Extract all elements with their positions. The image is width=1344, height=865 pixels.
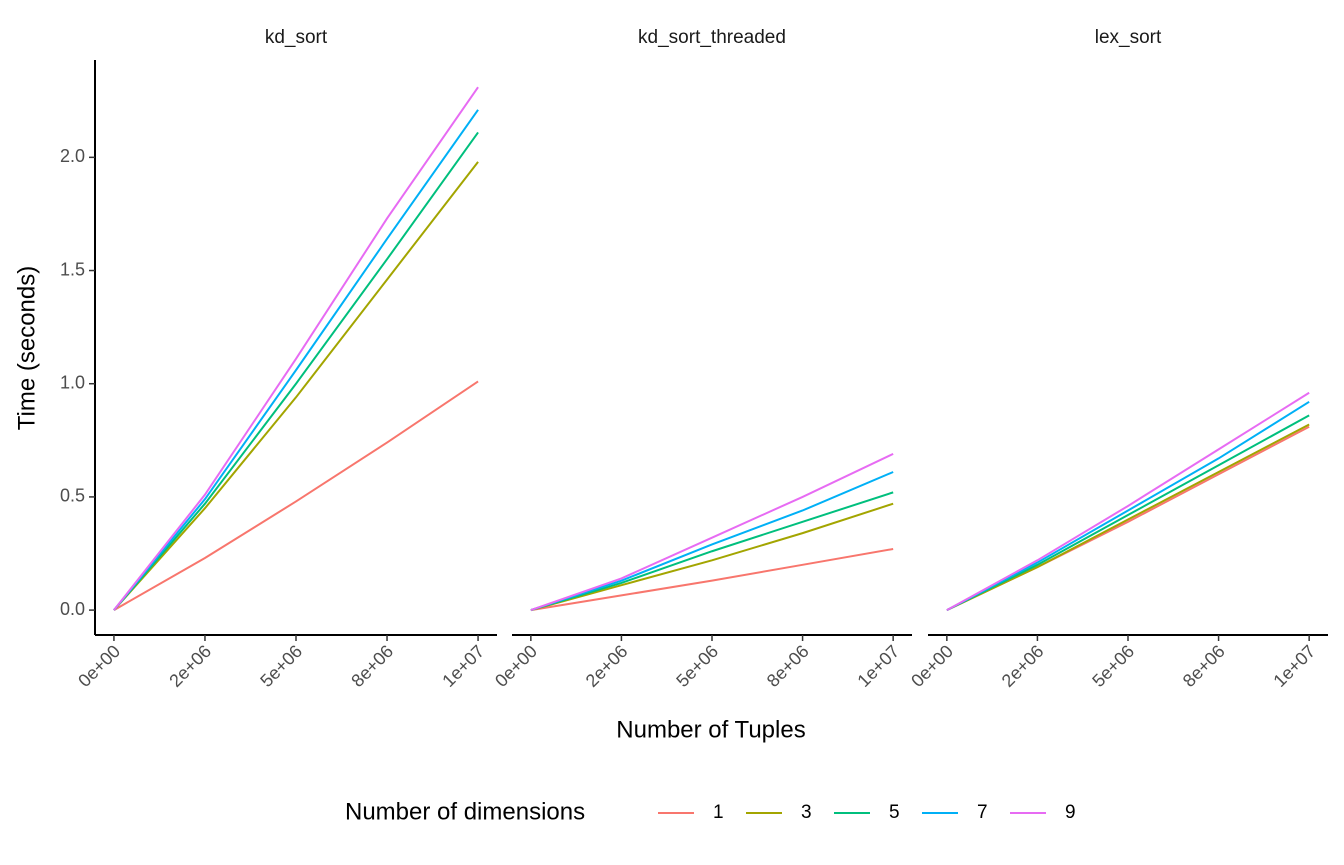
- legend-label: 1: [713, 802, 724, 823]
- line: [530, 547, 894, 612]
- legend-label: 5: [889, 802, 900, 823]
- line: [530, 491, 894, 612]
- x-tick-label: 2e+06: [998, 641, 1048, 691]
- x-tick-label: 5e+06: [672, 641, 722, 691]
- x-tick-label: 0e+00: [907, 641, 957, 691]
- y-tick-label: 2.0: [60, 146, 85, 166]
- y-tick-label: 1.5: [60, 259, 85, 279]
- y-tick-label: 0.0: [60, 599, 85, 619]
- line: [946, 391, 1310, 611]
- x-tick-label: 5e+06: [256, 641, 306, 691]
- line: [113, 131, 479, 611]
- line: [113, 161, 479, 611]
- x-axis-title: Number of Tuples: [616, 716, 805, 743]
- x-tick-label: 5e+06: [1088, 641, 1138, 691]
- panel-title: lex_sort: [1095, 27, 1162, 48]
- x-tick-label: 1e+07: [853, 641, 903, 691]
- x-tick-label: 8e+06: [1179, 641, 1229, 691]
- legend-label: 7: [977, 802, 988, 823]
- panel-title: kd_sort_threaded: [638, 27, 786, 48]
- panel-title: kd_sort: [265, 27, 328, 48]
- x-tick-label: 1e+07: [438, 641, 488, 691]
- line: [530, 471, 894, 612]
- legend-title: Number of dimensions: [345, 798, 585, 825]
- line: [113, 380, 479, 611]
- x-tick-label: 0e+00: [74, 641, 124, 691]
- line: [946, 423, 1310, 612]
- legend-label: 9: [1065, 802, 1076, 823]
- line: [113, 86, 479, 611]
- x-tick-label: 8e+06: [763, 641, 813, 691]
- y-axis-title: Time (seconds): [13, 266, 40, 430]
- line: [530, 502, 894, 612]
- x-tick-label: 8e+06: [347, 641, 397, 691]
- y-tick-label: 0.5: [60, 486, 85, 506]
- y-tick-label: 1.0: [60, 372, 85, 392]
- x-tick-label: 1e+07: [1269, 641, 1319, 691]
- x-tick-label: 0e+00: [491, 641, 541, 691]
- line: [530, 452, 894, 612]
- line: [946, 414, 1310, 611]
- x-tick-label: 2e+06: [582, 641, 632, 691]
- line: [946, 400, 1310, 611]
- legend-label: 3: [801, 802, 812, 823]
- x-tick-label: 2e+06: [165, 641, 215, 691]
- line: [113, 109, 479, 611]
